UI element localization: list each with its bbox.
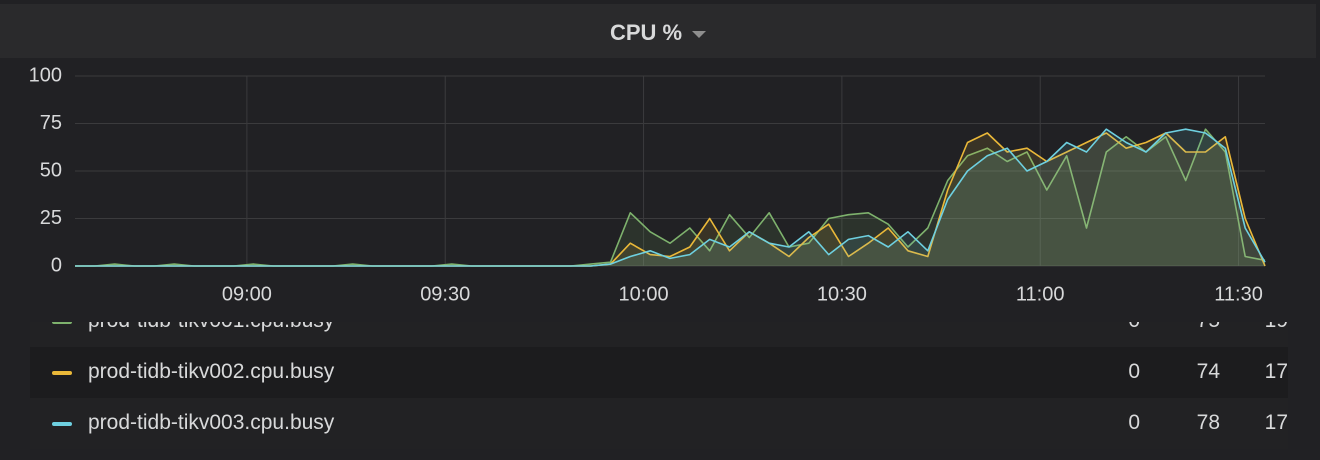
legend-row[interactable]: prod-tidb-tikv003.cpu.busy 0 78 17 bbox=[30, 398, 1288, 449]
legend-label[interactable]: prod-tidb-tikv003.cpu.busy bbox=[88, 411, 335, 434]
legend-label[interactable]: prod-tidb-tikv002.cpu.busy bbox=[88, 360, 335, 383]
x-tick-label: 11:00 bbox=[1016, 283, 1065, 305]
legend-label[interactable]: prod-tidb-tikv001.cpu.busy bbox=[88, 322, 334, 333]
y-tick-label: 75 bbox=[40, 112, 62, 134]
y-tick-label: 0 bbox=[51, 254, 62, 276]
legend-swatch bbox=[52, 371, 72, 375]
legend-swatch bbox=[52, 322, 72, 324]
chart: 0 25 50 75 100 09:00 09:30 10:00 10:30 11:00 11:30 bbox=[29, 64, 1266, 305]
legend-value: 0 bbox=[1128, 360, 1140, 383]
series-area bbox=[75, 133, 1265, 266]
x-tick-label: 09:00 bbox=[222, 283, 272, 305]
legend-value: 17 bbox=[1264, 360, 1288, 383]
y-tick-label: 25 bbox=[40, 207, 62, 229]
x-tick-label: 11:30 bbox=[1214, 283, 1263, 305]
dropdown-caret[interactable] bbox=[692, 30, 707, 38]
x-tick-label: 10:30 bbox=[817, 283, 867, 305]
legend-row[interactable]: prod-tidb-tikv001.cpu.busy 0 75 19 bbox=[30, 322, 1288, 347]
legend-value: 74 bbox=[1196, 360, 1220, 383]
series-area bbox=[75, 129, 1265, 266]
legend-value: 19 bbox=[1228, 322, 1288, 333]
legend: prod-tidb-tikv001.cpu.busy07519prod-tidb… bbox=[30, 322, 1288, 450]
legend-row[interactable]: prod-tidb-tikv002.cpu.busy 0 74 17 bbox=[30, 347, 1288, 398]
series-line bbox=[75, 128, 1266, 267]
legend-swatch bbox=[52, 422, 72, 426]
legend-value: 75 bbox=[1160, 322, 1220, 333]
y-tick-label: 50 bbox=[40, 159, 62, 181]
legend-value: 17 bbox=[1264, 411, 1288, 434]
legend-value: 0 bbox=[1128, 411, 1140, 434]
panel-title[interactable]: CPU % bbox=[609, 20, 683, 45]
series-area bbox=[75, 129, 1265, 266]
panel-header[interactable]: CPU % bbox=[0, 4, 1316, 58]
y-tick-label: 100 bbox=[29, 64, 62, 86]
legend-value: 0 bbox=[1080, 322, 1140, 333]
x-tick-label: 09:30 bbox=[420, 283, 470, 305]
panel-title-wrap[interactable]: CPU % bbox=[0, 20, 1316, 46]
legend-value: 78 bbox=[1196, 411, 1220, 434]
x-tick-label: 10:00 bbox=[619, 283, 669, 305]
